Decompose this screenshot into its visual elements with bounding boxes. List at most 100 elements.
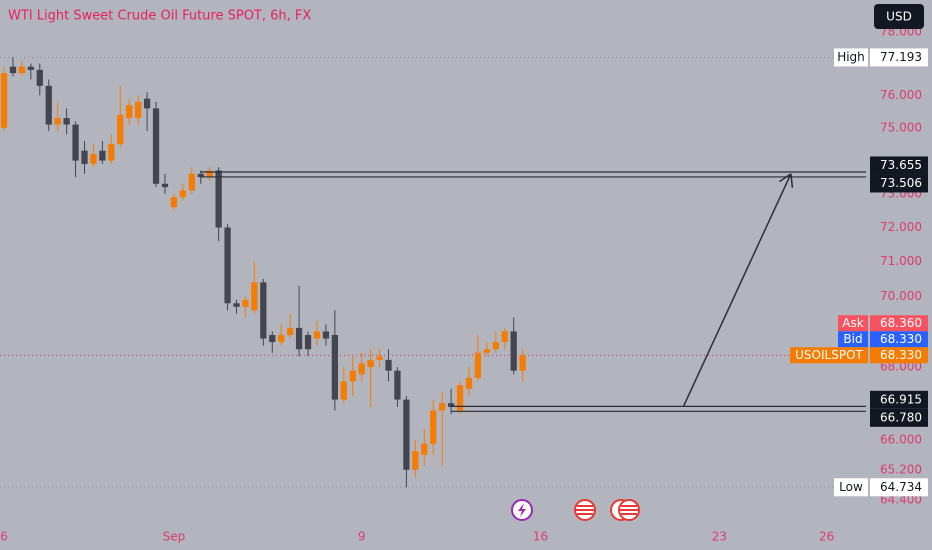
event-icon-glyph [576,505,594,515]
candle-body [54,118,61,125]
price-name: Ask [842,316,863,330]
candle-body [474,352,482,378]
event-icons [511,499,640,521]
candle-body [358,363,365,375]
candle-body [233,303,240,307]
price-name-box [838,315,868,332]
candle-body [412,451,419,470]
candle-body [403,399,410,470]
candle-body [152,108,160,184]
y-tick-label: 76.000 [880,88,922,102]
candle-body [108,144,115,161]
arrow-head [790,173,794,188]
candle-body [72,124,79,161]
candle-body [0,73,8,128]
candle-body [287,327,294,335]
price-value-box [870,347,928,364]
currency-label[interactable]: USD [886,10,912,24]
candle-body [242,299,249,307]
arrow-head [778,173,792,183]
candle-body [510,331,517,371]
candle-body [519,355,526,371]
extreme-name: Low [839,480,863,494]
candle-body [439,403,446,411]
y-tick-label: 65.200 [880,462,922,476]
extreme-name-box [834,48,868,67]
candle-body [117,114,124,145]
price-value-box [870,331,928,348]
candle-body [278,334,285,343]
currency-button[interactable] [874,4,924,29]
price-name-box [838,331,868,348]
level-label-box [870,174,928,193]
candle-body [349,370,356,382]
extreme-value-box [870,48,928,67]
candle-body [394,370,401,400]
y-tick-label: 72.000 [880,220,922,234]
x-tick-label: 9 [358,530,366,544]
extreme-value: 64.734 [880,480,922,494]
extreme-value-box [870,478,928,497]
level-label: 66.915 [880,392,922,406]
level-label: 73.506 [880,176,922,190]
candle-body [313,331,321,339]
candle-body [63,118,70,125]
event-icon-glyph [620,505,638,515]
extreme-value: 77.193 [880,50,922,64]
chart-title: WTI Light Sweet Crude Oil Future SPOT, 6… [8,9,311,24]
level-label-box [870,156,928,175]
candle-body [465,377,473,389]
y-tick-label: 66.000 [880,432,922,446]
level-label-box [870,390,928,409]
candle-body [188,173,195,191]
event-icon-glyph [518,503,526,517]
y-tick-label: 75.000 [880,120,922,134]
y-tick-label: 71.000 [880,254,922,268]
x-tick-label: 26 [819,530,834,544]
candle-body [456,385,464,411]
candle-body [447,403,455,407]
candle-body [376,356,383,360]
price-value: 68.330 [880,348,922,362]
price-name-box [790,347,868,364]
x-tick-label: 16 [533,530,548,544]
level-label: 73.655 [880,158,922,172]
y-tick-label: 70.000 [880,289,922,303]
candle-body [90,153,97,164]
price-value-box [870,315,928,332]
plot-layer: 78.00076.00075.00073.00072.00071.00070.0… [0,25,928,544]
candle-body [126,105,133,119]
candle-body [161,183,169,188]
candle-body [331,334,338,400]
price-name: USOILSPOT [795,348,863,362]
x-tick-label: Sep [163,530,186,544]
candle-body [36,69,43,86]
candle-body [251,282,258,311]
x-tick-label: 6 [0,530,8,544]
candle-body [224,227,231,304]
candle-body [18,66,26,74]
candle-body [304,334,312,350]
candle-body [501,331,508,343]
candle-body [170,197,178,208]
candle-body [421,443,428,455]
candle-body [179,190,186,198]
extreme-name-box [834,478,868,497]
candle-body [81,150,88,164]
candle-body [45,85,52,125]
candle-body [483,349,491,353]
level-label-box [870,408,928,427]
candle-body [9,66,17,74]
arrow-line [682,173,792,407]
candle-body [430,410,437,444]
candle-body [143,98,151,109]
x-tick-label: 23 [712,530,727,544]
candle-body [295,327,303,350]
candle-body [135,101,142,119]
candle-body [340,381,347,400]
extreme-name: High [837,50,865,64]
candle-body [215,170,222,228]
level-label: 66.780 [880,410,922,424]
